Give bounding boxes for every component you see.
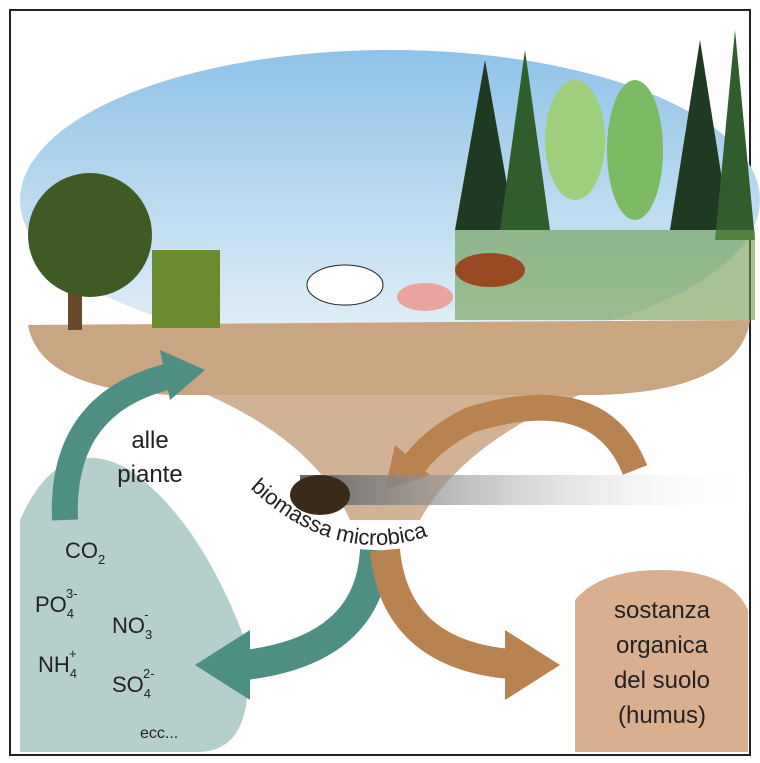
formula-superscript: 3- <box>66 586 78 601</box>
formula-superscript: - <box>144 607 148 622</box>
formula-symbol: CO <box>65 538 98 563</box>
label: ecc... <box>140 725 178 742</box>
label: sostanza <box>614 597 711 624</box>
formula-subscript: 4 <box>70 666 77 681</box>
label: (humus) <box>618 702 706 729</box>
diagram: alle piante biomassa microbica ecc... CO… <box>0 0 760 763</box>
formula-symbol: NO <box>112 613 145 638</box>
formula-symbol: NH <box>38 652 70 677</box>
formula-superscript: + <box>69 646 77 661</box>
formula-subscript: 3 <box>145 627 152 642</box>
label: organica <box>616 632 709 659</box>
label: piante <box>117 461 182 488</box>
label: alle <box>131 427 168 454</box>
probe <box>300 475 760 505</box>
formula-symbol: PO <box>35 592 67 617</box>
formula-superscript: 2- <box>143 666 155 681</box>
formula-symbol: SO <box>112 672 144 697</box>
formula-subscript: 2 <box>98 552 105 567</box>
formula-subscript: 4 <box>144 686 151 701</box>
label: del suolo <box>614 667 710 694</box>
formula-subscript: 4 <box>67 606 74 621</box>
